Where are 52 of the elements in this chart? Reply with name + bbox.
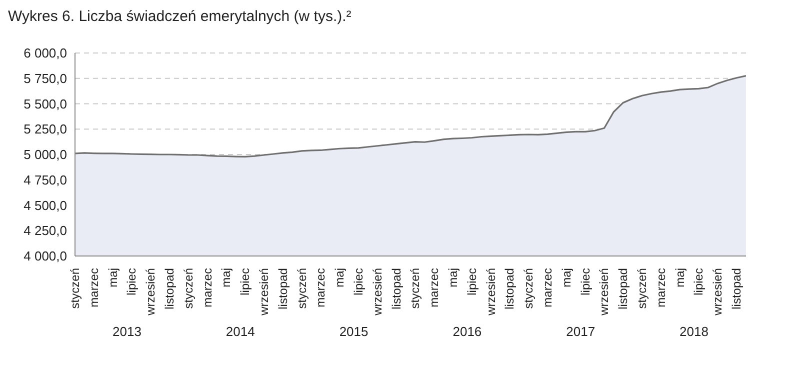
x-tick-label: maj [559, 268, 574, 288]
text: 2014 [224, 324, 256, 339]
x-tick-label: wrzesień [257, 268, 272, 316]
x-tick-label: marzec [86, 268, 101, 308]
x-tick-label: wrzesień [144, 268, 158, 316]
x-tick-label: wrzesień [597, 268, 612, 316]
x-tick-label: listopad [276, 268, 290, 310]
x-tick-label: styczeń [522, 268, 536, 309]
x-tick-label: lipiec [578, 268, 592, 296]
x-tick-label: maj [672, 268, 687, 288]
x-tick-label: listopad [502, 268, 517, 310]
x-tick-label: styczeń [68, 268, 82, 309]
y-tick-label: 5 500,0 [24, 96, 67, 112]
x-tick-label: listopad [616, 268, 630, 310]
y-tick-label: 4 750,0 [24, 172, 67, 188]
x-tick-label: maj [219, 268, 234, 288]
y-tick-label: 4 250,0 [24, 223, 67, 238]
x-tick-label: marzec [540, 268, 555, 308]
text: 2015 [338, 324, 370, 339]
y-tick-label: 5 750,0 [24, 70, 67, 86]
x-tick-label: styczeń [181, 268, 196, 309]
text: 2013 [112, 324, 142, 339]
x-tick-label: marzec [654, 268, 668, 308]
x-tick-label: wrzesień [370, 268, 384, 316]
text: 2017 [565, 324, 596, 339]
x-tick-label: styczeń [408, 268, 422, 309]
x-tick-label: maj [446, 268, 460, 288]
x-tick-label: wrzesień [710, 268, 725, 316]
x-tick-label: styczeń [635, 268, 650, 309]
y-tick-label: 4 500,0 [24, 198, 67, 213]
x-tick-label: styczeń [294, 268, 309, 309]
x-tick-label: marzec [314, 268, 328, 308]
x-tick-label: lipiec [352, 268, 366, 296]
x-tick-label: lipiec [464, 268, 479, 296]
x-tick-label: listopad [730, 268, 744, 310]
text: 2016 [452, 324, 483, 339]
x-tick-label: maj [106, 268, 120, 288]
x-tick-label: maj [332, 268, 347, 288]
y-tick-label: 5 000,0 [24, 147, 67, 162]
x-tick-label: listopad [389, 268, 404, 310]
y-tick-label: 4 000,0 [24, 248, 67, 264]
x-tick-label: listopad [162, 268, 177, 310]
x-tick-label: lipiec [692, 268, 706, 296]
x-tick-label: lipiec [124, 268, 139, 296]
y-tick-label: 6 000,0 [24, 46, 67, 61]
text: 2018 [678, 324, 710, 339]
chart-title: Wykres 6. Liczba świadczeń emerytalnych (w tys.).² [8, 8, 352, 25]
x-tick-label: marzec [200, 268, 214, 308]
x-tick-label: marzec [427, 268, 442, 308]
x-tick-label: lipiec [238, 268, 252, 296]
x-tick-label: wrzesień [484, 268, 498, 316]
y-tick-label: 5 250,0 [24, 122, 67, 137]
